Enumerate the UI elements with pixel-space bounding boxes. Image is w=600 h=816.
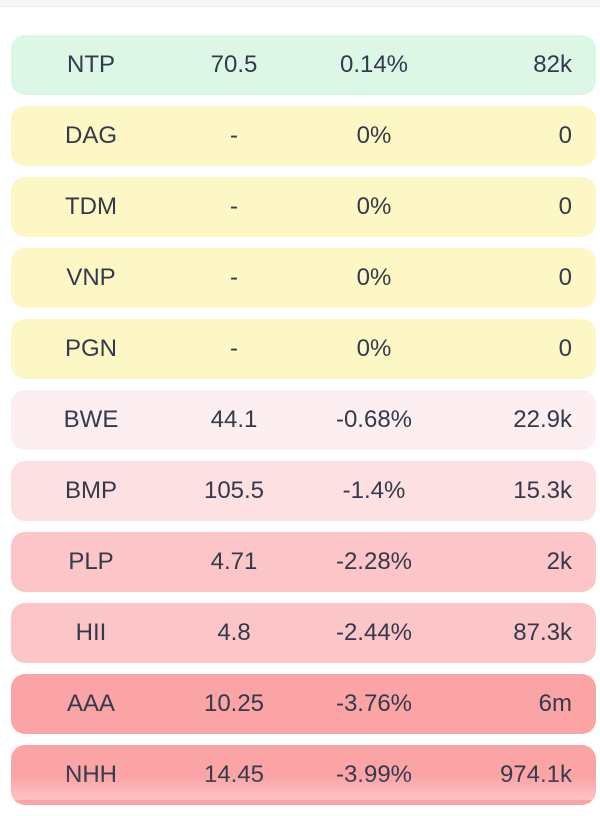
stock-price: 70.5 [171, 35, 297, 95]
stock-change: -3.76% [311, 674, 437, 734]
stock-symbol: DAG [11, 106, 171, 166]
stock-change: -1.4% [311, 461, 437, 521]
stock-volume: 974.1k [422, 745, 572, 805]
stock-change: -2.28% [311, 532, 437, 592]
stock-volume: 82k [422, 35, 572, 95]
stock-row[interactable]: PLP 4.71 -2.28% 2k [11, 532, 596, 592]
stock-price: - [171, 177, 297, 237]
stock-row[interactable]: AAA 10.25 -3.76% 6m [11, 674, 596, 734]
stock-row[interactable]: DAG - 0% 0 [11, 106, 596, 166]
stock-price: 10.25 [171, 674, 297, 734]
stock-symbol: BMP [11, 461, 171, 521]
stock-volume: 0 [422, 106, 572, 166]
stock-change: 0% [311, 319, 437, 379]
stock-symbol: NTP [11, 35, 171, 95]
stock-price: - [171, 248, 297, 308]
stock-volume: 0 [422, 177, 572, 237]
stock-symbol: PGN [11, 319, 171, 379]
stock-price: - [171, 319, 297, 379]
stock-row[interactable]: PGN - 0% 0 [11, 319, 596, 379]
stock-symbol: VNP [11, 248, 171, 308]
top-edge [0, 0, 600, 7]
stock-symbol: TDM [11, 177, 171, 237]
stock-symbol: AAA [11, 674, 171, 734]
stock-symbol: NHH [11, 745, 171, 805]
stock-row[interactable]: BMP 105.5 -1.4% 15.3k [11, 461, 596, 521]
stock-price: 105.5 [171, 461, 297, 521]
stock-list: NTP 70.5 0.14% 82k DAG - 0% 0 TDM - 0% 0… [11, 35, 596, 816]
stock-change: -0.68% [311, 390, 437, 450]
stock-volume: 0 [422, 319, 572, 379]
stock-volume: 15.3k [422, 461, 572, 521]
stock-row[interactable]: TDM - 0% 0 [11, 177, 596, 237]
stock-volume: 2k [422, 532, 572, 592]
stock-volume: 87.3k [422, 603, 572, 663]
stock-change: 0.14% [311, 35, 437, 95]
stock-volume: 0 [422, 248, 572, 308]
stock-symbol: PLP [11, 532, 171, 592]
stock-row[interactable]: NHH 14.45 -3.99% 974.1k [11, 745, 596, 805]
stock-change: 0% [311, 106, 437, 166]
stock-change: -2.44% [311, 603, 437, 663]
stock-symbol: HII [11, 603, 171, 663]
stock-price: - [171, 106, 297, 166]
stock-row[interactable]: HII 4.8 -2.44% 87.3k [11, 603, 596, 663]
stock-price: 14.45 [171, 745, 297, 805]
stock-price: 4.8 [171, 603, 297, 663]
stock-volume: 6m [422, 674, 572, 734]
stock-volume: 22.9k [422, 390, 572, 450]
stock-change: 0% [311, 248, 437, 308]
stock-row[interactable]: BWE 44.1 -0.68% 22.9k [11, 390, 596, 450]
stock-price: 4.71 [171, 532, 297, 592]
stock-row[interactable]: NTP 70.5 0.14% 82k [11, 35, 596, 95]
stock-change: 0% [311, 177, 437, 237]
stock-row[interactable]: VNP - 0% 0 [11, 248, 596, 308]
stock-price: 44.1 [171, 390, 297, 450]
stock-change: -3.99% [311, 745, 437, 805]
stock-symbol: BWE [11, 390, 171, 450]
